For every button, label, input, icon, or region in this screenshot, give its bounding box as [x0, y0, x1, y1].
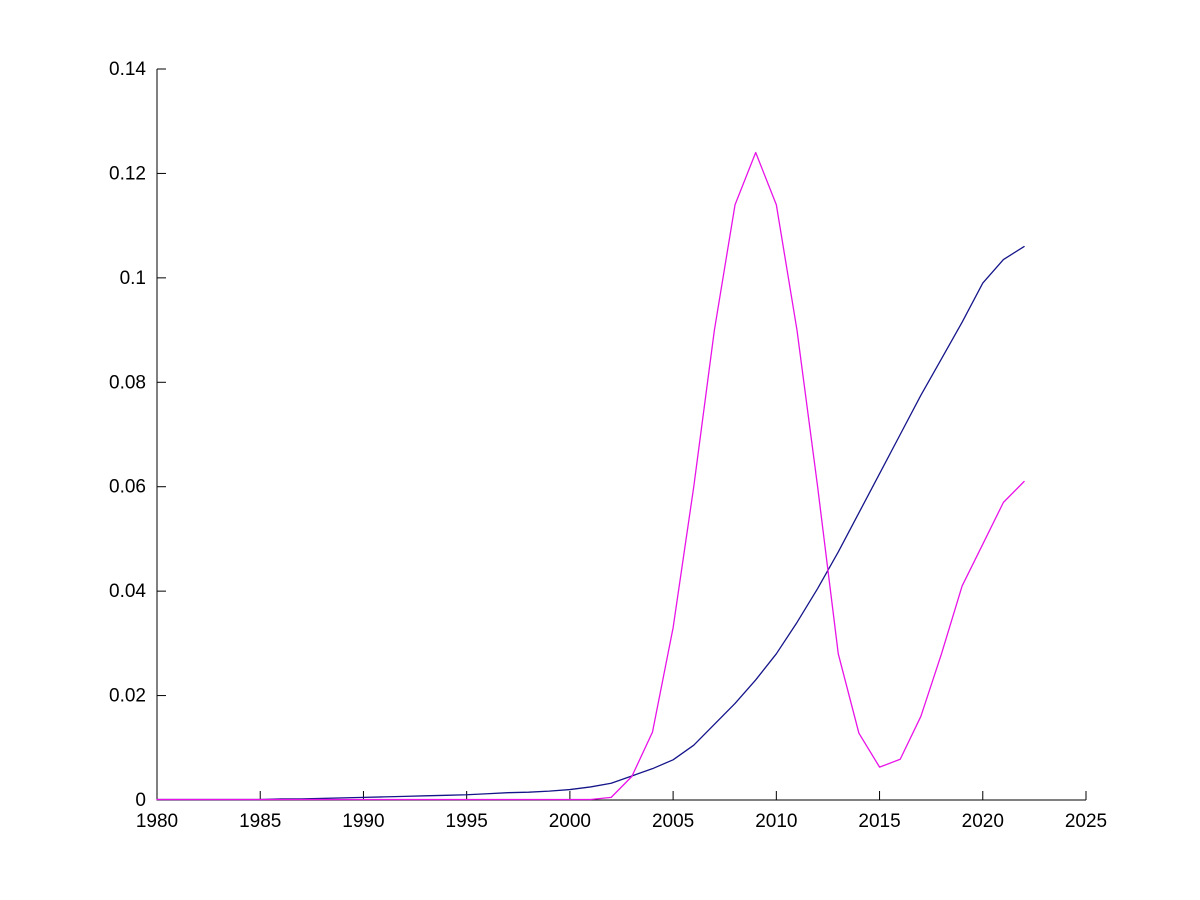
y-tick-label: 0.14 [109, 59, 146, 80]
x-tick-label: 2025 [1065, 811, 1107, 832]
x-tick-label: 1990 [342, 811, 384, 832]
y-tick-label: 0.1 [120, 268, 146, 289]
y-tick-label: 0 [135, 790, 146, 811]
y-tick-label: 0.12 [109, 163, 146, 184]
x-tick-label: 2010 [755, 811, 797, 832]
x-tick-label: 2015 [858, 811, 900, 832]
x-tick-label: 1980 [136, 811, 178, 832]
y-tick-label: 0.08 [109, 372, 146, 393]
x-tick-label: 2000 [549, 811, 591, 832]
x-tick-label: 1985 [239, 811, 281, 832]
y-tick-label: 0.06 [109, 477, 146, 498]
series-blue [156, 245, 1025, 801]
x-tick-label: 2005 [652, 811, 694, 832]
series-magenta [156, 151, 1025, 801]
x-tick-label: 1995 [446, 811, 488, 832]
x-tick-label: 2020 [962, 811, 1004, 832]
y-tick-label: 0.02 [109, 686, 146, 707]
axes-frame [156, 69, 1086, 801]
y-tick-label: 0.04 [109, 581, 146, 602]
